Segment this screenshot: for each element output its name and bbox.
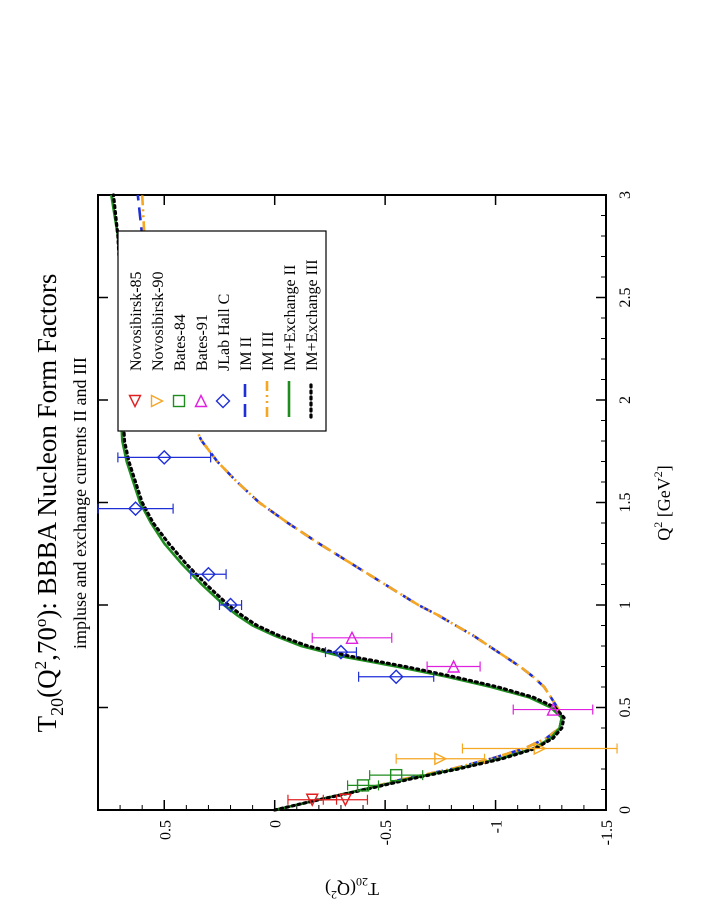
legend-marker-novosibirsk-90 <box>150 394 165 408</box>
x-axis-ticks: 0 0.5 1 1.5 2 2.5 3 <box>98 191 634 814</box>
x-axis-label: Q2 [GeV2] <box>651 465 674 540</box>
data-points <box>97 449 618 807</box>
point-jlab-hall-c-2 <box>223 597 239 613</box>
legend-label-im-iii: IM III <box>260 331 277 371</box>
legend-label-jlab-hall-c: JLab Hall C <box>216 294 233 371</box>
y-tick-label-2: -0.5 <box>378 820 395 845</box>
point-novosibirsk-90-1 <box>533 741 547 756</box>
x-tick-label-5: 2.5 <box>617 288 634 308</box>
point-bates-91-2 <box>345 630 359 644</box>
legend-label-novosibirsk-85: Novosibirsk-85 <box>128 271 145 371</box>
legend-marker-bates-91 <box>194 393 208 408</box>
legend-marker-jlab-hall-c <box>215 393 231 409</box>
legend-label-im-exchange-iii: IM+Exchange III <box>304 259 321 371</box>
legend-label-im-ii: IM II <box>238 337 255 371</box>
point-jlab-hall-c-3 <box>200 566 216 582</box>
y-tick-label-1: -1 <box>489 820 506 833</box>
point-bates-84-1 <box>389 768 403 782</box>
x-tick-label-3: 1.5 <box>617 493 634 513</box>
chart-title: T20(Q2,70o): BBBA Nucleon Form Factors <box>31 274 67 733</box>
point-bates-91-1 <box>446 659 461 673</box>
legend-label-im-exchange-ii: IM+Exchange II <box>282 265 299 371</box>
legend-label-bates-91: Bates-91 <box>194 314 211 371</box>
legend-box <box>117 230 327 432</box>
point-bates-91-0 <box>546 702 560 716</box>
x-tick-label-6: 3 <box>617 191 634 199</box>
x-tick-label-1: 0.5 <box>617 698 634 718</box>
x-tick-label-4: 2 <box>617 396 634 404</box>
legend-marker-bates-84 <box>172 394 186 408</box>
y-tick-label-3: 0 <box>268 820 285 828</box>
legend-label-novosibirsk-90: Novosibirsk-90 <box>150 271 167 371</box>
x-tick-label-2: 1 <box>617 601 634 609</box>
legend-label-bates-84: Bates-84 <box>172 314 189 371</box>
point-jlab-hall-c-5 <box>156 449 172 465</box>
point-novosibirsk-85-1 <box>338 793 353 807</box>
point-novosibirsk-85-0 <box>305 793 319 807</box>
point-novosibirsk-90-0 <box>434 752 448 766</box>
point-jlab-hall-c-0 <box>388 669 404 685</box>
legend-marker-novosibirsk-85 <box>128 394 142 409</box>
x-tick-label-0: 0 <box>617 806 634 814</box>
chart-subtitle: impluse and exchange currents II and III <box>70 357 90 649</box>
point-bates-84-0 <box>356 779 370 792</box>
point-jlab-hall-c-4 <box>128 501 144 517</box>
y-axis-label: T20(Q2) <box>325 875 379 902</box>
y-tick-label-0: -1.5 <box>599 820 616 845</box>
y-tick-label-4: 0.5 <box>157 820 174 840</box>
legend: Novosibirsk-85 Novosibirsk-90 Bates-84 Bate… <box>117 230 327 432</box>
point-jlab-hall-c-1 <box>333 644 349 660</box>
